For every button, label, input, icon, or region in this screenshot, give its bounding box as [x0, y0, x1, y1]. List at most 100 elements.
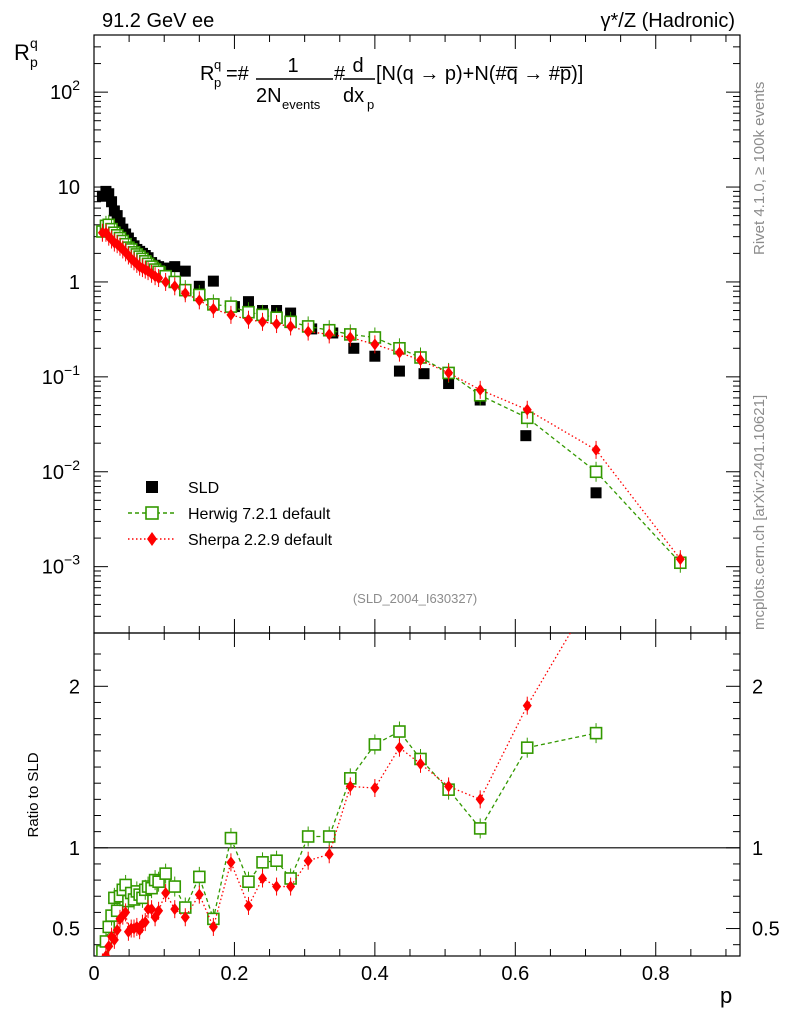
point-sherpa-2-2-9-default [675, 553, 685, 566]
x-axis-label-main: p [720, 983, 732, 1008]
point-sherpa-2-2-9-default [226, 308, 236, 321]
ratio-point-sherpa-2-2-9-default [272, 880, 282, 893]
point-sherpa-2-2-9-default [303, 325, 313, 338]
ratio-point-sherpa-2-2-9-default [109, 933, 119, 946]
y-tick-label: 10−3 [42, 552, 80, 579]
ratio-plot-series [96, 583, 603, 956]
legend-marker-sld [146, 481, 158, 493]
point-sld [111, 210, 123, 222]
rivet-version-label: Rivet 4.1.0, ≥ 100k events [751, 82, 768, 255]
y-tick-label: 10−2 [42, 457, 80, 484]
formula-mid: # [334, 63, 346, 85]
ratio-point-sherpa-2-2-9-default [522, 699, 532, 712]
point-sld [443, 378, 455, 390]
formula-den1-sub: events [282, 97, 321, 112]
point-sherpa-2-2-9-default [286, 320, 296, 333]
formula: R p q =# 1 2N events # d dx p [N(q → p)+… [200, 55, 583, 112]
point-sherpa-2-2-9-default [345, 331, 355, 344]
x-tick-label: 0.6 [501, 963, 529, 985]
y-axis-label-sub: p [30, 54, 38, 70]
ratio-point-herwig-7-2-1-default [102, 920, 116, 934]
ratio-point-herwig-7-2-1-default [159, 867, 172, 880]
ratio-point-sherpa-2-2-9-default [394, 741, 404, 754]
y-axis-label-sup: q [30, 35, 38, 51]
ratio-point-sherpa-2-2-9-default [286, 880, 296, 893]
ratio-point-sherpa-2-2-9-default [208, 920, 218, 933]
ratio-point-sherpa-2-2-9-default [258, 872, 268, 885]
main-plot-series [96, 185, 687, 573]
ratio-point-sherpa-2-2-9-default [112, 924, 122, 937]
point-sld [179, 265, 191, 277]
ratio-point-sherpa-2-2-9-default [444, 780, 454, 793]
ratio-point-sherpa-2-2-9-default [170, 903, 180, 916]
legend-label-sherpa: Sherpa 2.2.9 default [188, 532, 333, 549]
point-sld [393, 365, 405, 377]
formula-den2: dx [343, 85, 364, 107]
ratio-point-herwig-7-2-1-default [224, 831, 238, 845]
point-sherpa-2-2-9-default [243, 313, 253, 326]
ratio-y-axis: 0.5 0.5 1 1 2 2 [52, 653, 780, 946]
formula-r-sub: p [214, 75, 221, 90]
ratio-point-sherpa-2-2-9-default [121, 906, 131, 919]
point-sld [242, 296, 254, 308]
ratio-y-tick-label-left: 1 [69, 838, 80, 860]
formula-r-sup: q [214, 57, 221, 72]
formula-eq: =# [226, 63, 250, 85]
legend-label-sld: SLD [188, 480, 219, 497]
y-tick-label: 1 [69, 272, 80, 294]
mcplots-label: mcplots.cern.ch [arXiv:2401.10621] [751, 395, 768, 630]
point-sherpa-2-2-9-default [180, 287, 190, 300]
formula-num1: 1 [287, 55, 298, 77]
point-sherpa-2-2-9-default [394, 346, 404, 359]
formula-r: R [200, 63, 214, 85]
ratio-point-sherpa-2-2-9-default [370, 782, 380, 795]
point-sherpa-2-2-9-default [272, 318, 282, 331]
y-tick-label: 10 [58, 177, 80, 199]
point-sherpa-2-2-9-default [170, 280, 180, 293]
point-sherpa-2-2-9-default [121, 246, 131, 259]
ratio-point-sherpa-2-2-9-default [161, 887, 171, 900]
ratio-line-sherpa-2-2-9-default [105, 633, 572, 956]
point-sld [169, 261, 181, 273]
header-energy-label: 91.2 GeV ee [102, 10, 214, 32]
legend-marker-herwig [145, 506, 159, 520]
ratio-point-sherpa-2-2-9-default [592, 583, 601, 595]
ratio-point-sherpa-2-2-9-default [243, 899, 253, 912]
point-sherpa-2-2-9-default [522, 403, 532, 416]
ratio-point-herwig-7-2-1-default [393, 725, 406, 738]
point-sld [369, 350, 381, 362]
x-axis-label: p [720, 983, 732, 1008]
point-sld [103, 188, 115, 200]
ratio-y-tick-label-left: 0.5 [52, 919, 80, 941]
y-axis-label-main: R [14, 40, 30, 65]
point-sherpa-2-2-9-default [161, 275, 171, 288]
ratio-point-herwig-7-2-1-default [168, 880, 182, 893]
point-sherpa-2-2-9-default [123, 249, 133, 262]
point-sherpa-2-2-9-default [444, 366, 454, 379]
formula-num2: d [352, 55, 363, 77]
ratio-point-herwig-7-2-1-default [256, 856, 269, 869]
point-sherpa-2-2-9-default [258, 315, 268, 328]
x-tick-label: 0.8 [642, 963, 670, 985]
point-sherpa-2-2-9-default [154, 272, 164, 285]
point-sherpa-2-2-9-default [208, 302, 218, 315]
formula-bracket: [N(q → p)+N(#q̅ → #p̅)] [376, 63, 583, 85]
ratio-line-herwig-7-2-1-default [101, 730, 597, 952]
ratio-point-herwig-7-2-1-default [322, 830, 336, 843]
ratio-point-sherpa-2-2-9-default [101, 950, 111, 956]
point-sherpa-2-2-9-default [370, 338, 380, 351]
y-tick-label: 10−1 [42, 362, 80, 389]
ratio-point-herwig-7-2-1-default [270, 854, 283, 868]
ratio-point-sherpa-2-2-9-default [154, 904, 164, 917]
x-tick-label: 0.4 [361, 963, 389, 985]
legend: SLD Herwig 7.2.1 default Sherpa 2.2.9 de… [128, 480, 333, 549]
x-tick-label: 0.2 [221, 963, 249, 985]
ratio-point-sherpa-2-2-9-default [303, 854, 313, 867]
ratio-point-herwig-7-2-1-default [242, 875, 255, 889]
point-sld [418, 368, 430, 380]
point-sld [590, 487, 602, 499]
ratio-plot-frame [93, 632, 741, 957]
point-sld [348, 342, 360, 354]
ratio-point-herwig-7-2-1-default [589, 726, 603, 740]
